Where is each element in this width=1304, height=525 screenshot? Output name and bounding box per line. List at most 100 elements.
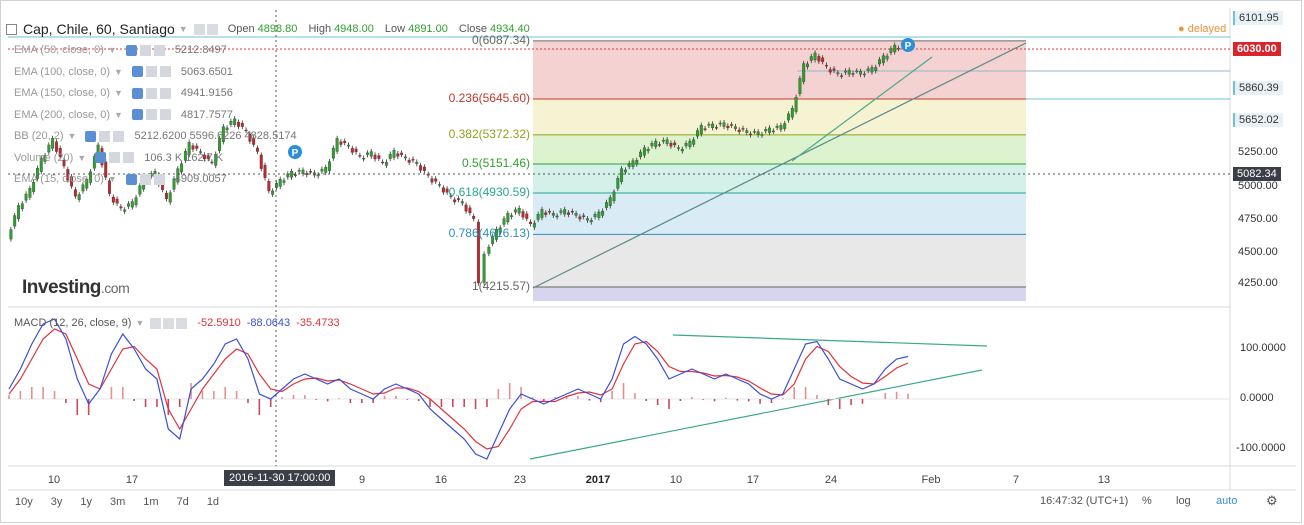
candle-body [593, 214, 597, 218]
settings-icon[interactable] [145, 66, 157, 77]
range-3y[interactable]: 3y [50, 496, 63, 508]
indicator-row[interactable]: Volume (20) ▼ 106.3 K 162.7 K [14, 152, 223, 164]
indicator-row[interactable]: EMA (15, close, 0) ▼ 4909.0057 [14, 173, 227, 185]
eye-icon[interactable] [85, 130, 97, 142]
candle-body [176, 168, 180, 183]
macd-value-2: -88.0643 [246, 317, 291, 329]
high-label: High [308, 23, 332, 35]
close-icon[interactable] [153, 44, 165, 56]
settings-icon[interactable] [99, 130, 111, 142]
indicator-row[interactable]: EMA (50, close, 0) ▼ 5212.8497 [14, 44, 227, 56]
settings-icon[interactable] [145, 109, 157, 120]
indicator-row[interactable]: BB (20, 2) ▼ 5212.6200 5596.6226 4828.5174 [14, 130, 297, 142]
macd-title[interactable]: MACD (12, 26, close, 9) [14, 317, 132, 329]
macd-pane [8, 318, 1230, 460]
eye-icon[interactable] [125, 44, 137, 56]
close-icon[interactable] [159, 87, 171, 99]
indicator-label[interactable]: EMA (50, close, 0) [14, 44, 104, 56]
candle-body [47, 144, 51, 153]
chevron-down-icon[interactable]: ▼ [114, 66, 123, 77]
candle-body [172, 178, 176, 190]
chevron-down-icon[interactable]: ▼ [77, 152, 87, 163]
settings-icon[interactable] [139, 173, 151, 185]
settings-icon[interactable] [109, 152, 121, 163]
candle-body [195, 145, 199, 149]
settings-icon[interactable] [139, 44, 151, 56]
eye-icon[interactable] [95, 152, 107, 163]
high-value: 4948.00 [334, 23, 374, 35]
chevron-down-icon[interactable]: ▼ [114, 88, 123, 98]
range-1y[interactable]: 1y [80, 496, 92, 508]
indicator-row[interactable]: EMA (100, close, 0) ▼ 5063.6501 [14, 66, 233, 78]
chevron-down-icon[interactable]: ▼ [178, 24, 188, 34]
candle-body [290, 171, 294, 178]
range-1m[interactable]: 1m [143, 496, 159, 508]
trend-line [791, 56, 933, 162]
log-toggle[interactable]: log [1176, 495, 1191, 507]
indicator-label[interactable]: EMA (15, close, 0) [14, 173, 104, 185]
indicator-label[interactable]: EMA (100, close, 0) [14, 65, 110, 78]
candle-body [210, 161, 214, 164]
close-icon[interactable] [206, 23, 218, 35]
candle-body [737, 129, 741, 132]
candle-body [696, 130, 699, 137]
chevron-down-icon[interactable]: ▼ [107, 174, 117, 184]
candle-body [464, 204, 468, 212]
eye-icon[interactable] [131, 66, 143, 77]
indicator-row[interactable]: EMA (150, close, 0) ▼ 4941.9156 [14, 87, 233, 99]
fib-level-label: 0(6087.34) [471, 32, 530, 47]
indicator-label[interactable]: EMA (200, close, 0) [14, 108, 110, 121]
chevron-down-icon[interactable]: ▼ [67, 131, 77, 141]
close-icon[interactable] [159, 66, 171, 77]
indicator-label[interactable]: BB (20, 2) [14, 130, 64, 142]
candle-body [441, 187, 445, 193]
eye-icon[interactable] [131, 109, 143, 120]
range-10y[interactable]: 10y [15, 496, 33, 508]
candle-body [17, 205, 20, 220]
indicator-label[interactable]: Volume (20) [14, 151, 74, 164]
macd-tick-label: 0.0000 [1240, 392, 1274, 404]
range-1d[interactable]: 1d [206, 496, 220, 508]
candle-body [813, 52, 817, 61]
candle-body [70, 176, 74, 187]
eye-icon[interactable] [125, 173, 137, 185]
range-7d[interactable]: 7d [176, 496, 189, 508]
chevron-down-icon[interactable]: ▼ [107, 45, 117, 55]
eye-icon[interactable] [131, 87, 143, 99]
gear-icon[interactable]: ⚙ [1266, 493, 1278, 508]
candle-body [487, 246, 491, 254]
candle-body [809, 56, 813, 61]
settings-icon[interactable] [145, 87, 157, 99]
signal-line [8, 328, 909, 450]
candle-body [457, 198, 460, 200]
candle-body [563, 209, 567, 215]
auto-toggle[interactable]: auto [1216, 495, 1238, 507]
close-icon[interactable] [159, 109, 171, 120]
close-icon[interactable] [123, 152, 135, 163]
settings-icon[interactable] [193, 23, 205, 35]
candle-body [115, 198, 119, 204]
range-3m[interactable]: 3m [110, 496, 126, 508]
percent-toggle[interactable]: % [1142, 495, 1152, 507]
candle-body [616, 178, 620, 189]
candle-body [39, 157, 43, 172]
eye-icon[interactable] [150, 317, 162, 329]
candle-body [764, 129, 768, 132]
candle-body [574, 213, 578, 216]
settings-icon[interactable] [163, 317, 175, 329]
close-icon[interactable] [176, 317, 188, 329]
indicator-row[interactable]: EMA (200, close, 0) ▼ 4817.7577 [14, 109, 233, 121]
candle-body [866, 68, 870, 71]
candle-body [862, 73, 866, 76]
collapse-icon[interactable] [6, 23, 17, 35]
close-icon[interactable] [113, 130, 125, 142]
chevron-down-icon[interactable]: ▼ [135, 318, 145, 328]
candle-body [123, 209, 127, 212]
indicator-label[interactable]: EMA (150, close, 0) [14, 87, 110, 99]
close-icon[interactable] [153, 173, 165, 185]
time-tick-label: 24 [824, 474, 838, 486]
candle-body [77, 194, 81, 200]
chevron-down-icon[interactable]: ▼ [114, 109, 123, 120]
symbol-title[interactable]: Cap, Chile, 60, Santiago [23, 21, 175, 37]
